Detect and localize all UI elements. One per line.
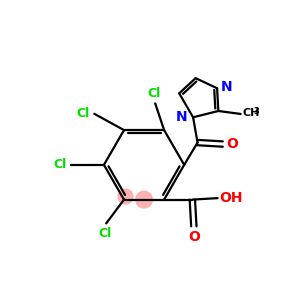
Text: 3: 3 [253,107,259,116]
Circle shape [136,191,152,208]
Text: O: O [226,137,238,151]
Text: Cl: Cl [147,87,160,101]
Text: Cl: Cl [53,158,67,171]
Circle shape [118,189,133,204]
Text: O: O [188,230,200,244]
Text: CH: CH [242,108,260,118]
Text: Cl: Cl [76,107,90,120]
Text: N: N [221,80,232,94]
Text: Cl: Cl [98,227,111,240]
Text: N: N [176,110,188,124]
Text: OH: OH [219,190,243,205]
